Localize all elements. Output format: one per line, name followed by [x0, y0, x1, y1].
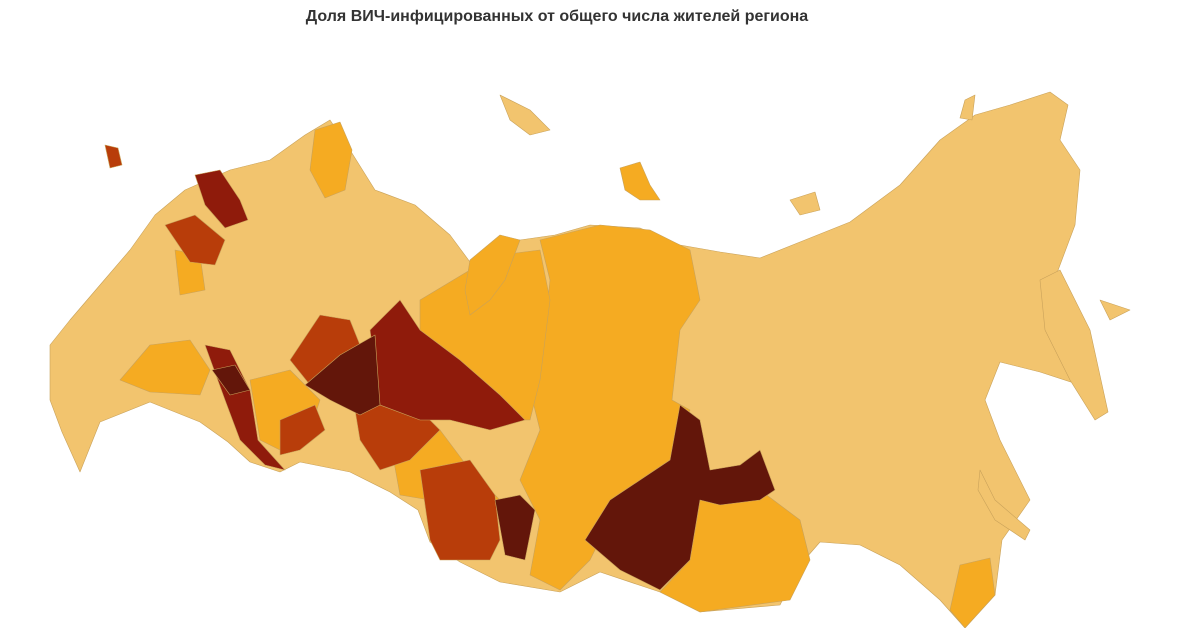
region [119, 339, 211, 396]
region [499, 94, 551, 136]
region [369, 299, 526, 431]
region [104, 144, 123, 169]
region [659, 489, 811, 613]
region [619, 161, 661, 201]
region [419, 459, 501, 561]
region [1099, 299, 1131, 321]
region [194, 169, 249, 229]
region [464, 234, 521, 316]
region [279, 404, 326, 456]
region [211, 364, 251, 396]
region [304, 334, 381, 416]
region [164, 214, 226, 266]
region [309, 121, 353, 199]
region [977, 469, 1031, 541]
region [1039, 269, 1109, 421]
map-title: Доля ВИЧ-инфицированных от общего числа … [305, 8, 809, 25]
region [949, 557, 996, 628]
region [494, 494, 536, 561]
region [789, 191, 821, 216]
region [959, 94, 976, 121]
region [584, 404, 776, 591]
